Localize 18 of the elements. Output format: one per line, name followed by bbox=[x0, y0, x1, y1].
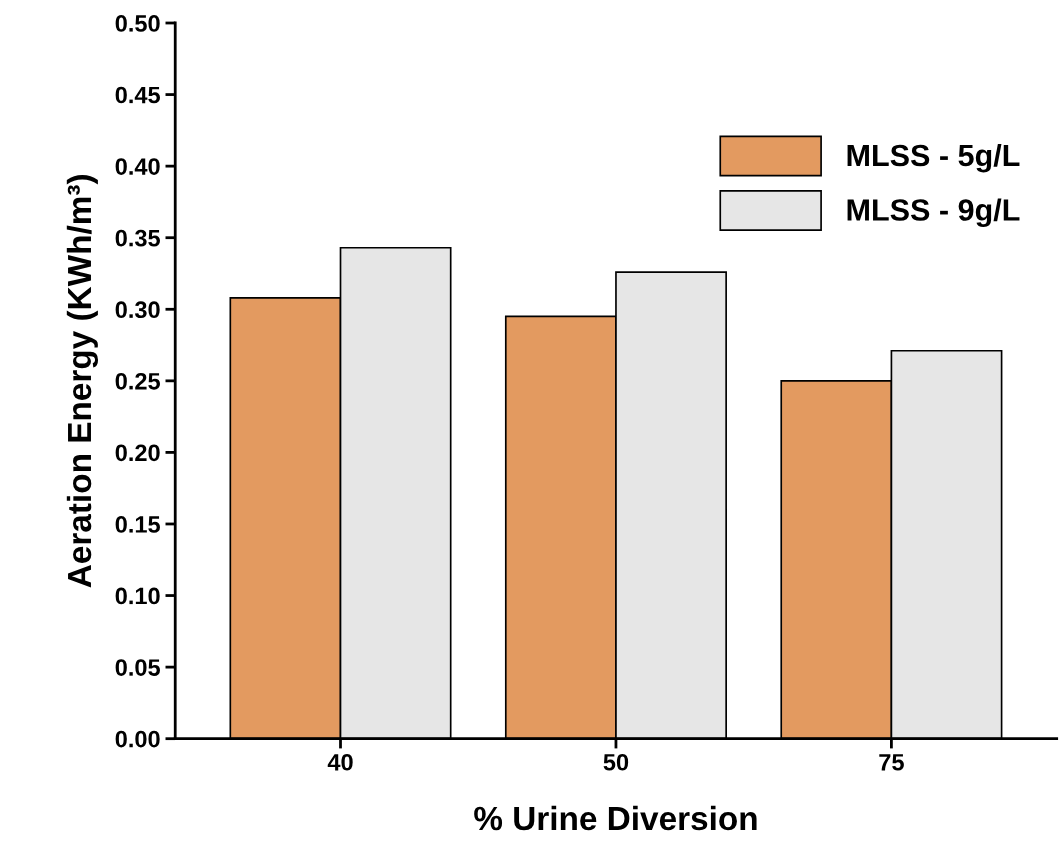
y-tick-label: 0.25 bbox=[115, 372, 160, 390]
y-tick-label: 0.50 bbox=[115, 15, 160, 32]
y-tick-label: 0.10 bbox=[115, 587, 160, 605]
x-tick-label: 40 bbox=[327, 753, 353, 771]
y-tick-label: 0.00 bbox=[115, 730, 160, 748]
y-tick-label: 0.30 bbox=[115, 301, 160, 319]
legend-label: MLSS - 5g/L bbox=[847, 143, 1020, 173]
y-tick-label: 0.35 bbox=[115, 229, 160, 247]
y-tick-label: 0.40 bbox=[115, 158, 160, 175]
y-tick-label: 0.45 bbox=[115, 86, 160, 104]
x-axis-title: % Urine Diversion bbox=[474, 805, 757, 831]
y-tick-label: 0.20 bbox=[115, 444, 160, 462]
y-tick-label: 0.05 bbox=[115, 659, 160, 676]
x-tick-label: 50 bbox=[603, 753, 629, 771]
y-tick-label: 0.15 bbox=[115, 516, 160, 533]
x-tick-label: 75 bbox=[879, 754, 904, 771]
y-axis-title: Aeration Energy (KWh/m³) bbox=[66, 175, 99, 588]
legend-label: MLSS - 9g/L bbox=[847, 198, 1020, 228]
